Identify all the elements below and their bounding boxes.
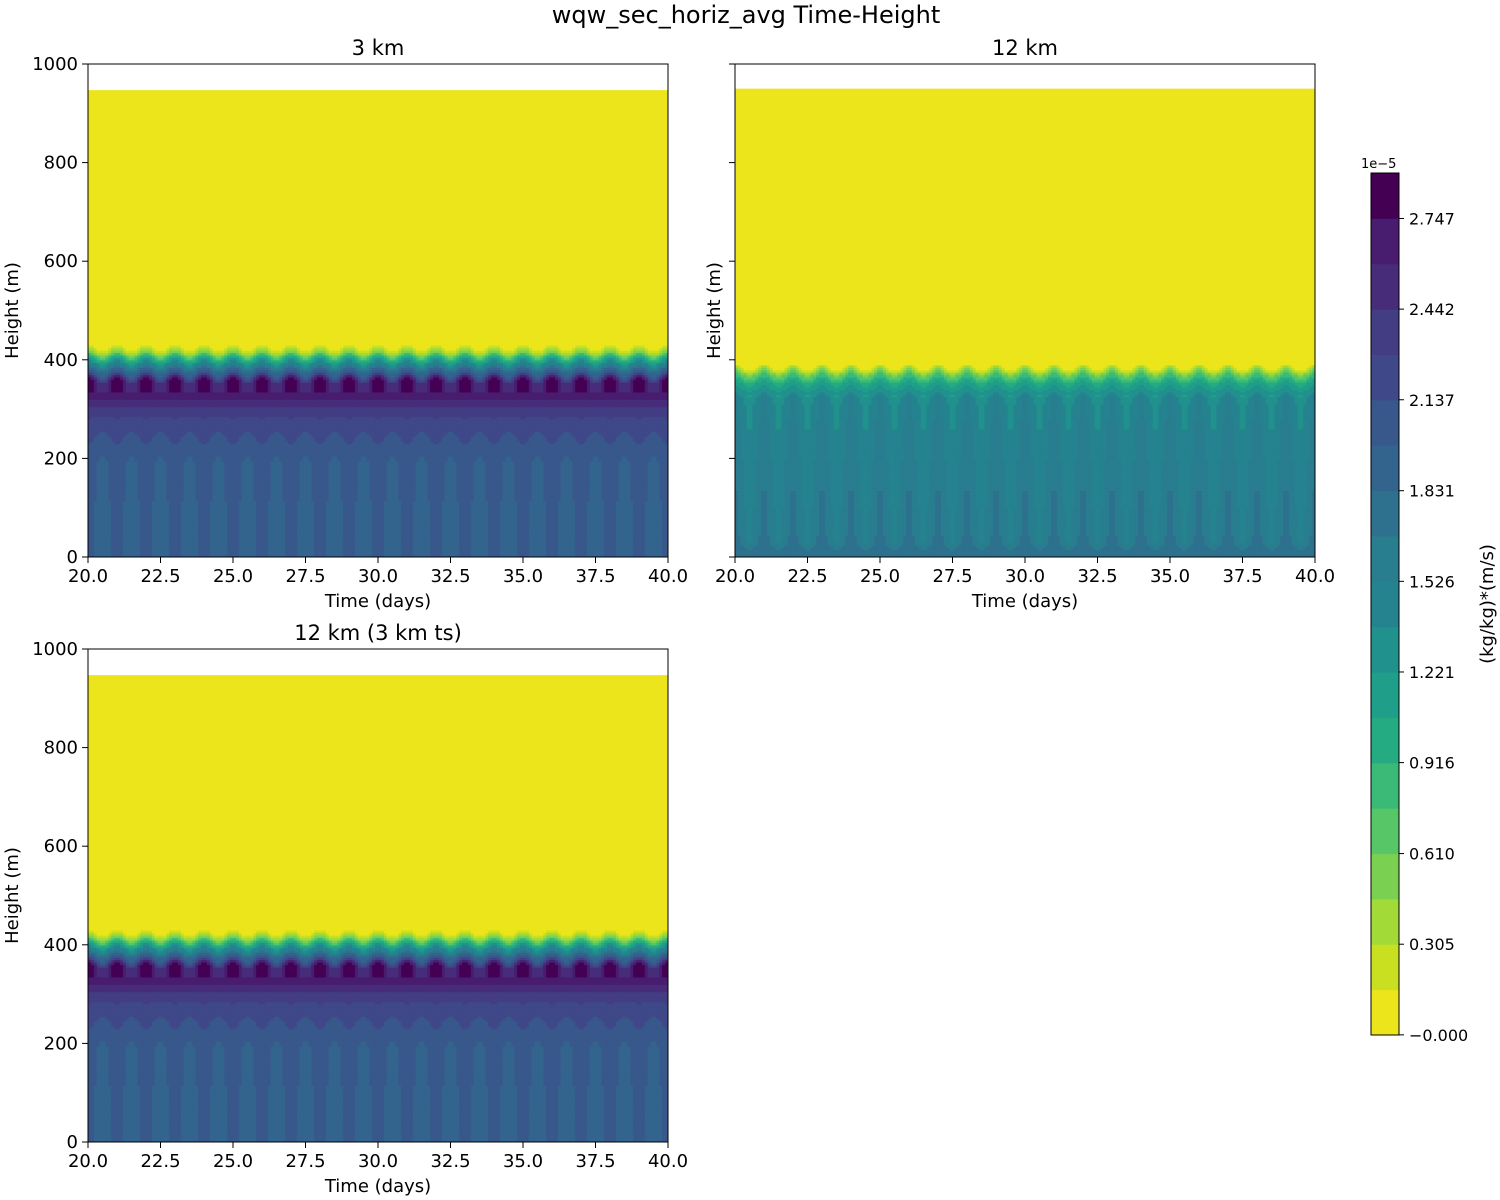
colorbar-tick-label: 1.831 xyxy=(1409,482,1455,501)
y-tick-label: 400 xyxy=(44,350,78,371)
colorbar-tick-label: 2.442 xyxy=(1409,300,1455,319)
y-tick-label: 1000 xyxy=(32,54,78,75)
colorbar-tick-label: 2.137 xyxy=(1409,391,1455,410)
x-tick-label: 37.5 xyxy=(575,1151,615,1172)
x-axis-label: Time (days) xyxy=(324,1176,431,1197)
y-axis-label: Height (m) xyxy=(2,262,23,359)
colorbar-level xyxy=(1371,672,1399,718)
panel-2: 20.0 22.5 25.0 27.5 30.0 32.5 35.0 37.5 40.0 12 k… xyxy=(704,36,1335,612)
x-tick-label: 32.5 xyxy=(430,566,470,587)
x-tick-label: 35.0 xyxy=(503,1151,543,1172)
x-tick-label: 20.0 xyxy=(68,566,108,587)
y-tick-label: 0 xyxy=(67,1132,78,1153)
colorbar-level xyxy=(1371,989,1399,1036)
y-tick-label: 1000 xyxy=(32,639,78,660)
x-tick-label: 40.0 xyxy=(648,1151,688,1172)
colorbar-level xyxy=(1371,173,1399,219)
panel-title: 12 km (3 km ts) xyxy=(294,621,462,645)
y-tick-label: 200 xyxy=(44,448,78,469)
x-tick-label: 35.0 xyxy=(1150,566,1190,587)
colorbar-tick-label: 1.221 xyxy=(1409,663,1455,682)
panel-title: 3 km xyxy=(352,36,405,60)
panel-3: 20.0 22.5 25.0 27.5 30.0 32.5 35.0 37.5 40.0 0 200… xyxy=(2,621,688,1197)
colorbar-level xyxy=(1371,218,1399,265)
colorbar-level xyxy=(1371,490,1399,537)
x-tick-label: 40.0 xyxy=(648,566,688,587)
x-tick-label: 20.0 xyxy=(68,1151,108,1172)
x-axis-label: Time (days) xyxy=(971,591,1078,612)
colorbar-level xyxy=(1371,354,1399,401)
x-tick-label: 27.5 xyxy=(932,566,972,587)
x-tick-label: 37.5 xyxy=(1222,566,1262,587)
x-tick-label: 20.0 xyxy=(715,566,755,587)
x-tick-label: 25.0 xyxy=(213,566,253,587)
y-tick-label: 800 xyxy=(44,738,78,759)
colorbar-tick-label: 0.305 xyxy=(1409,935,1455,954)
y-tick-label: 600 xyxy=(44,251,78,272)
x-tick-label: 30.0 xyxy=(1005,566,1045,587)
colorbar-level xyxy=(1371,626,1399,673)
y-axis-label: Height (m) xyxy=(704,262,725,359)
y-tick-label: 0 xyxy=(67,547,78,568)
x-tick-label: 25.0 xyxy=(213,1151,253,1172)
contour-field xyxy=(88,675,668,1142)
y-tick-label: 400 xyxy=(44,935,78,956)
x-tick-label: 25.0 xyxy=(860,566,900,587)
contour-field xyxy=(88,90,668,557)
panel-title: 12 km xyxy=(992,36,1058,60)
x-tick-label: 30.0 xyxy=(358,566,398,587)
y-tick-label: 600 xyxy=(44,836,78,857)
colorbar-tick-label: 0.610 xyxy=(1409,845,1455,864)
colorbar-level xyxy=(1371,762,1399,809)
colorbar-exponent: 1e−5 xyxy=(1361,157,1396,172)
colorbar-tick-label: 0.916 xyxy=(1409,754,1455,773)
colorbar-frame xyxy=(1370,172,1400,1036)
colorbar-level xyxy=(1371,808,1399,855)
x-tick-label: 32.5 xyxy=(1077,566,1117,587)
figure-title: wqw_sec_horiz_avg Time-Height xyxy=(552,1,941,29)
x-tick-label: 35.0 xyxy=(503,566,543,587)
colorbar-level xyxy=(1371,898,1399,945)
colorbar-level xyxy=(1371,717,1399,764)
colorbar-level xyxy=(1371,581,1399,628)
colorbar-level xyxy=(1371,309,1399,355)
x-axis-label: Time (days) xyxy=(324,591,431,612)
x-tick-label: 27.5 xyxy=(285,1151,325,1172)
colorbar-level xyxy=(1371,263,1399,310)
y-tick-label: 200 xyxy=(44,1033,78,1054)
x-tick-label: 30.0 xyxy=(358,1151,398,1172)
panel-1: 20.0 22.5 25.0 27.5 30.0 32.5 35.0 37.5 40.0 0 200… xyxy=(2,36,688,612)
y-axis-label: Height (m) xyxy=(2,847,23,944)
x-tick-label: 22.5 xyxy=(140,566,180,587)
contour-field xyxy=(735,88,1315,557)
x-tick-label: 40.0 xyxy=(1295,566,1335,587)
x-tick-label: 22.5 xyxy=(140,1151,180,1172)
colorbar-tick-label: 1.526 xyxy=(1409,572,1455,591)
colorbar-label: (kg/kg)*(m/s) xyxy=(1477,544,1498,664)
colorbar-tick-label: −0.000 xyxy=(1409,1026,1468,1045)
colorbar-level xyxy=(1371,944,1399,991)
colorbar: −0.000 0.305 0.610 0.916 1.221 1.526 1.831 2.13… xyxy=(1361,157,1498,1045)
x-tick-label: 37.5 xyxy=(575,566,615,587)
colorbar-level xyxy=(1371,445,1399,492)
x-tick-label: 27.5 xyxy=(285,566,325,587)
colorbar-level xyxy=(1371,535,1399,582)
y-tick-label: 800 xyxy=(44,153,78,174)
colorbar-level xyxy=(1371,399,1399,446)
x-tick-label: 22.5 xyxy=(787,566,827,587)
colorbar-level xyxy=(1371,853,1399,900)
x-tick-label: 32.5 xyxy=(430,1151,470,1172)
colorbar-tick-label: 2.747 xyxy=(1409,209,1455,228)
